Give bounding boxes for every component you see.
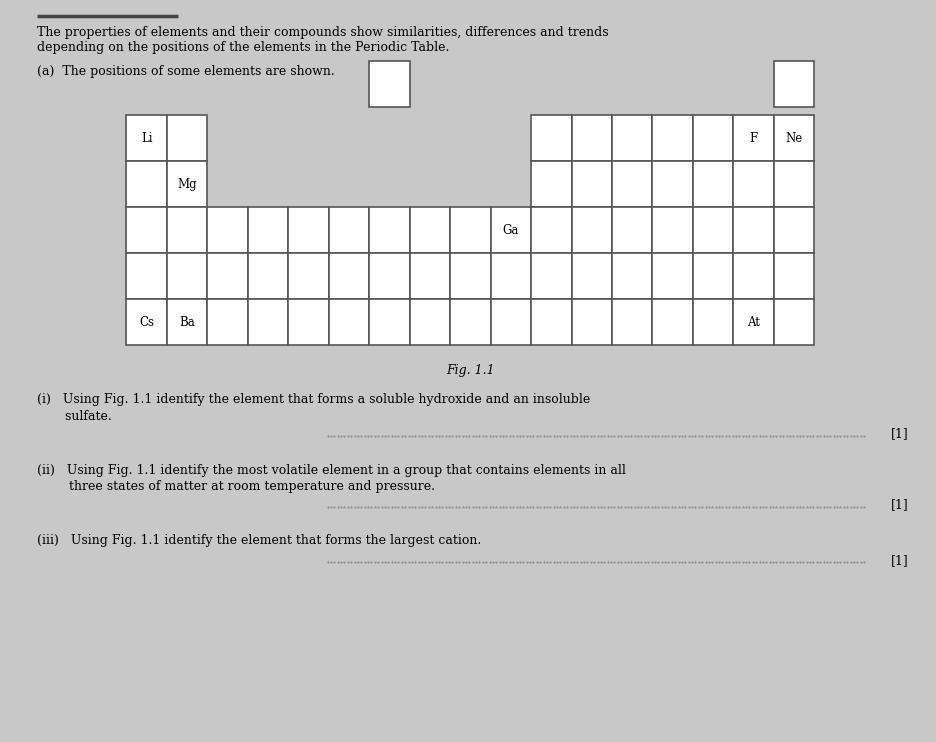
Bar [369, 61, 410, 107]
Text: Ga: Ga [503, 223, 519, 237]
Bar [450, 207, 490, 253]
Bar [693, 299, 734, 345]
Text: (ii)   Using Fig. 1.1 identify the most volatile element in a group that contain: (ii) Using Fig. 1.1 identify the most vo… [37, 464, 626, 477]
Bar [531, 115, 572, 161]
Bar [410, 207, 450, 253]
Bar [612, 115, 652, 161]
Bar [329, 253, 369, 299]
Bar [774, 61, 814, 107]
Bar [288, 207, 329, 253]
Bar [369, 207, 410, 253]
Bar [774, 115, 814, 161]
Bar [329, 299, 369, 345]
Bar [450, 253, 490, 299]
Text: three states of matter at room temperature and pressure.: three states of matter at room temperatu… [37, 480, 435, 493]
Bar [167, 299, 207, 345]
Bar [693, 253, 734, 299]
Bar [734, 253, 774, 299]
Bar [572, 161, 612, 207]
Bar [572, 207, 612, 253]
Text: The properties of elements and their compounds show similarities, differences an: The properties of elements and their com… [37, 26, 609, 39]
Bar [369, 253, 410, 299]
Bar [734, 115, 774, 161]
Bar [612, 299, 652, 345]
Bar [207, 253, 248, 299]
Bar [652, 253, 693, 299]
Text: (i)   Using Fig. 1.1 identify the element that forms a soluble hydroxide and an : (i) Using Fig. 1.1 identify the element … [37, 393, 591, 407]
Bar [207, 299, 248, 345]
Bar [652, 115, 693, 161]
Bar [490, 253, 531, 299]
Bar [734, 161, 774, 207]
Bar [126, 115, 167, 161]
Bar [167, 253, 207, 299]
Bar [531, 299, 572, 345]
Bar [612, 207, 652, 253]
Text: (iii)   Using Fig. 1.1 identify the element that forms the largest cation.: (iii) Using Fig. 1.1 identify the elemen… [37, 534, 482, 548]
Bar [410, 299, 450, 345]
Text: Cs: Cs [139, 315, 154, 329]
Bar [693, 161, 734, 207]
Bar [490, 207, 531, 253]
Text: Ne: Ne [785, 131, 803, 145]
Bar [167, 115, 207, 161]
Text: Ba: Ba [179, 315, 195, 329]
Bar [652, 161, 693, 207]
Text: (a)  The positions of some elements are shown.: (a) The positions of some elements are s… [37, 65, 335, 79]
Text: Mg: Mg [177, 177, 197, 191]
Bar [248, 253, 288, 299]
Bar [652, 299, 693, 345]
Bar [288, 253, 329, 299]
Bar [774, 161, 814, 207]
Text: [1]: [1] [891, 554, 909, 567]
Bar [126, 299, 167, 345]
Bar [774, 299, 814, 345]
Bar [126, 161, 167, 207]
Bar [572, 115, 612, 161]
Bar [248, 207, 288, 253]
Bar [126, 207, 167, 253]
Bar [167, 207, 207, 253]
Bar [410, 253, 450, 299]
Bar [531, 161, 572, 207]
Text: depending on the positions of the elements in the Periodic Table.: depending on the positions of the elemen… [37, 41, 450, 54]
Bar [126, 253, 167, 299]
Bar [652, 207, 693, 253]
Bar [734, 207, 774, 253]
Text: Li: Li [140, 131, 153, 145]
Bar [207, 207, 248, 253]
Bar [612, 161, 652, 207]
Bar [693, 115, 734, 161]
Bar [734, 299, 774, 345]
Bar [167, 161, 207, 207]
Text: At: At [747, 315, 760, 329]
Bar [369, 299, 410, 345]
Bar [288, 299, 329, 345]
Bar [450, 299, 490, 345]
Bar [490, 299, 531, 345]
Text: Fig. 1.1: Fig. 1.1 [446, 364, 494, 377]
Bar [572, 253, 612, 299]
Text: sulfate.: sulfate. [37, 410, 112, 423]
Bar [572, 299, 612, 345]
Text: [1]: [1] [891, 498, 909, 511]
Bar [774, 207, 814, 253]
Bar [774, 253, 814, 299]
Bar [693, 207, 734, 253]
Text: [1]: [1] [891, 427, 909, 441]
Text: F: F [750, 131, 758, 145]
Bar [329, 207, 369, 253]
Bar [248, 299, 288, 345]
Bar [531, 253, 572, 299]
Bar [612, 253, 652, 299]
Bar [531, 207, 572, 253]
